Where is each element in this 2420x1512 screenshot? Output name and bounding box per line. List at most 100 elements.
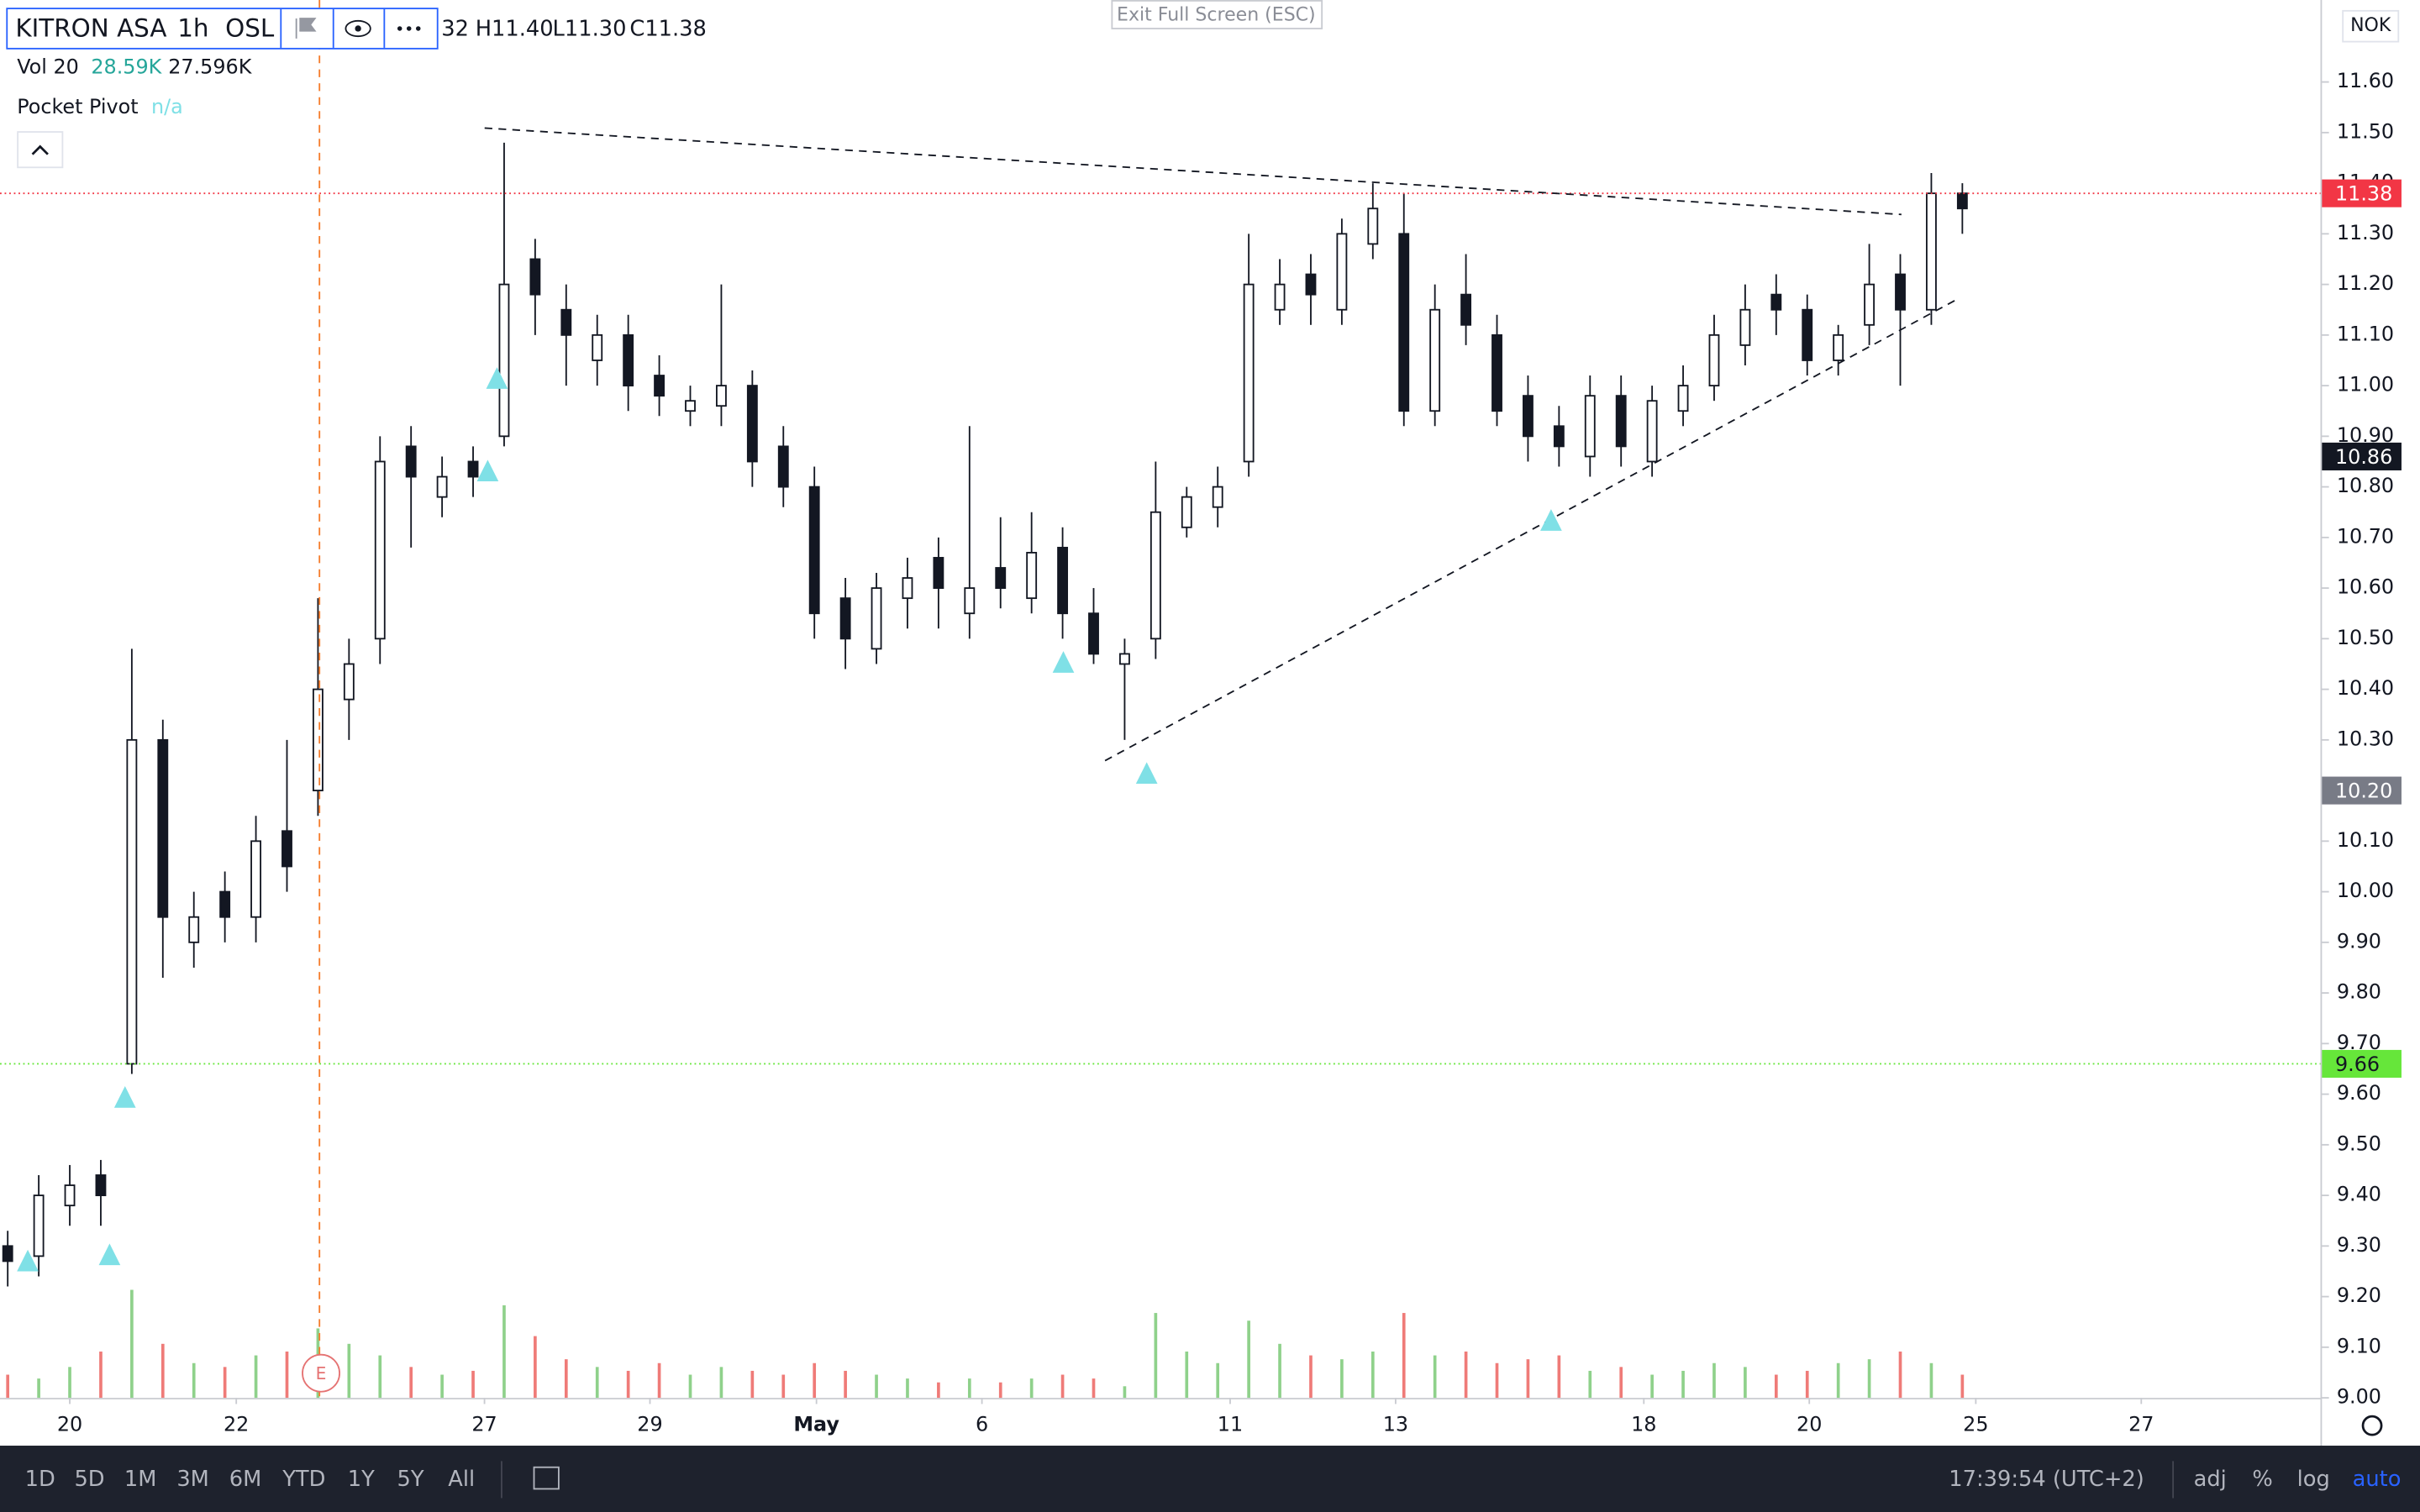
trend-line <box>1104 298 1958 762</box>
log-toggle[interactable]: log <box>2297 1467 2330 1492</box>
price-label-box <box>2321 1049 2402 1078</box>
pivot-marker <box>1540 509 1562 531</box>
settings-button[interactable] <box>2361 1415 2383 1436</box>
candle-body <box>312 688 324 792</box>
y-tick-label: 9.80 <box>2337 980 2381 1004</box>
indicator-name: Vol 20 <box>17 55 79 78</box>
candle-body <box>746 385 758 463</box>
candle-body <box>777 445 789 488</box>
candle-body <box>2 1245 13 1263</box>
price-label-box <box>2321 776 2402 805</box>
date-range-button[interactable] <box>533 1466 560 1490</box>
collapse-icon <box>31 144 49 155</box>
y-tick-label: 10.80 <box>2337 474 2394 497</box>
candle-body <box>529 258 541 296</box>
range-button[interactable]: 1D <box>25 1467 55 1492</box>
indicator-value: 28.59K <box>91 55 162 78</box>
volume-bar <box>6 1374 10 1399</box>
earnings-label: E <box>316 1363 327 1383</box>
pivot-marker <box>98 1243 121 1266</box>
volume-bar <box>130 1289 134 1399</box>
candle-body <box>1739 308 1751 346</box>
volume-bar <box>502 1305 506 1399</box>
volume-bar <box>1867 1359 1871 1399</box>
volume-bar <box>192 1362 196 1399</box>
toolbar <box>0 1446 2420 1512</box>
volume-bar <box>1464 1351 1468 1399</box>
flag-button[interactable] <box>295 18 317 39</box>
candle-body <box>1926 192 1937 311</box>
exit-fullscreen-button[interactable] <box>1111 0 1323 29</box>
candle-body <box>1584 395 1596 458</box>
indicator-value: 27.596K <box>168 55 252 78</box>
volume-bar <box>875 1374 878 1399</box>
more-button[interactable] <box>397 26 421 31</box>
candle-body <box>1150 511 1161 640</box>
volume-bar <box>223 1367 227 1399</box>
candle-body <box>1367 207 1379 245</box>
earnings-marker[interactable] <box>302 1353 340 1393</box>
collapse-button[interactable] <box>17 131 64 169</box>
volume-bar <box>998 1382 1002 1399</box>
range-button[interactable]: YTD <box>281 1467 325 1492</box>
range-button[interactable]: 3M <box>176 1467 209 1492</box>
volume-bar <box>967 1378 971 1399</box>
pivot-marker <box>113 1086 136 1108</box>
volume-bar <box>844 1370 847 1399</box>
y-tick-label: 11.50 <box>2337 119 2394 143</box>
candle-body <box>715 385 727 407</box>
eye-pupil <box>355 25 361 32</box>
volume-bar <box>1650 1374 1654 1399</box>
x-tick-label: 22 <box>224 1413 249 1436</box>
range-button[interactable]: 6M <box>229 1467 262 1492</box>
pivot-marker <box>1052 651 1075 673</box>
y-tick-label: 10.00 <box>2337 879 2394 902</box>
volume-bar <box>1774 1374 1778 1399</box>
clock: 17:39:54 (UTC+2) <box>1949 1467 2144 1492</box>
x-tick-label: 13 <box>1383 1413 1408 1436</box>
x-tick-label: 20 <box>57 1413 82 1436</box>
volume-bar <box>471 1370 475 1399</box>
volume-bar <box>1526 1359 1530 1399</box>
auto-toggle[interactable]: auto <box>2353 1467 2402 1492</box>
volume-bar <box>906 1378 909 1399</box>
volume-bar <box>1247 1320 1250 1399</box>
ohlc-high: H11.40 <box>476 16 554 41</box>
candle-body <box>685 400 696 412</box>
range-button[interactable]: All <box>448 1467 475 1492</box>
volume-bar <box>99 1351 103 1399</box>
candle-body <box>1088 612 1099 655</box>
volume-bar <box>595 1367 599 1399</box>
range-button[interactable]: 1M <box>124 1467 157 1492</box>
y-tick-label: 10.70 <box>2337 524 2394 548</box>
eye-button[interactable] <box>345 19 371 38</box>
candle-body <box>1336 233 1348 311</box>
x-tick-label: 20 <box>1797 1413 1822 1436</box>
candle-body <box>1212 486 1223 508</box>
plot: 9.009.109.209.309.409.509.609.709.809.90… <box>0 69 2402 1436</box>
candle-body <box>1429 308 1441 412</box>
symbol-box[interactable] <box>6 8 439 50</box>
range-button[interactable]: 5D <box>74 1467 104 1492</box>
adj-toggle[interactable]: adj <box>2194 1467 2227 1492</box>
range-button[interactable]: 5Y <box>397 1467 424 1492</box>
volume-bar <box>719 1367 723 1399</box>
range-button[interactable]: 1Y <box>348 1467 375 1492</box>
currency-box[interactable] <box>2342 9 2400 43</box>
x-tick-label: 18 <box>1631 1413 1656 1436</box>
candle-body <box>933 557 944 590</box>
y-tick-label: 9.60 <box>2337 1081 2381 1105</box>
candle-body <box>1646 400 1658 463</box>
y-tick-label: 9.40 <box>2337 1183 2381 1206</box>
percent-toggle[interactable]: % <box>2252 1467 2272 1492</box>
volume-bar <box>37 1378 40 1399</box>
x-tick-label: 11 <box>1218 1413 1243 1436</box>
pivot-marker <box>1135 762 1158 785</box>
y-tick-label: 10.10 <box>2337 828 2394 852</box>
volume-bar <box>285 1351 289 1399</box>
candle-body <box>219 890 231 918</box>
candle-body <box>808 486 820 615</box>
volume-bar <box>750 1370 755 1399</box>
candle-body <box>1305 273 1317 296</box>
